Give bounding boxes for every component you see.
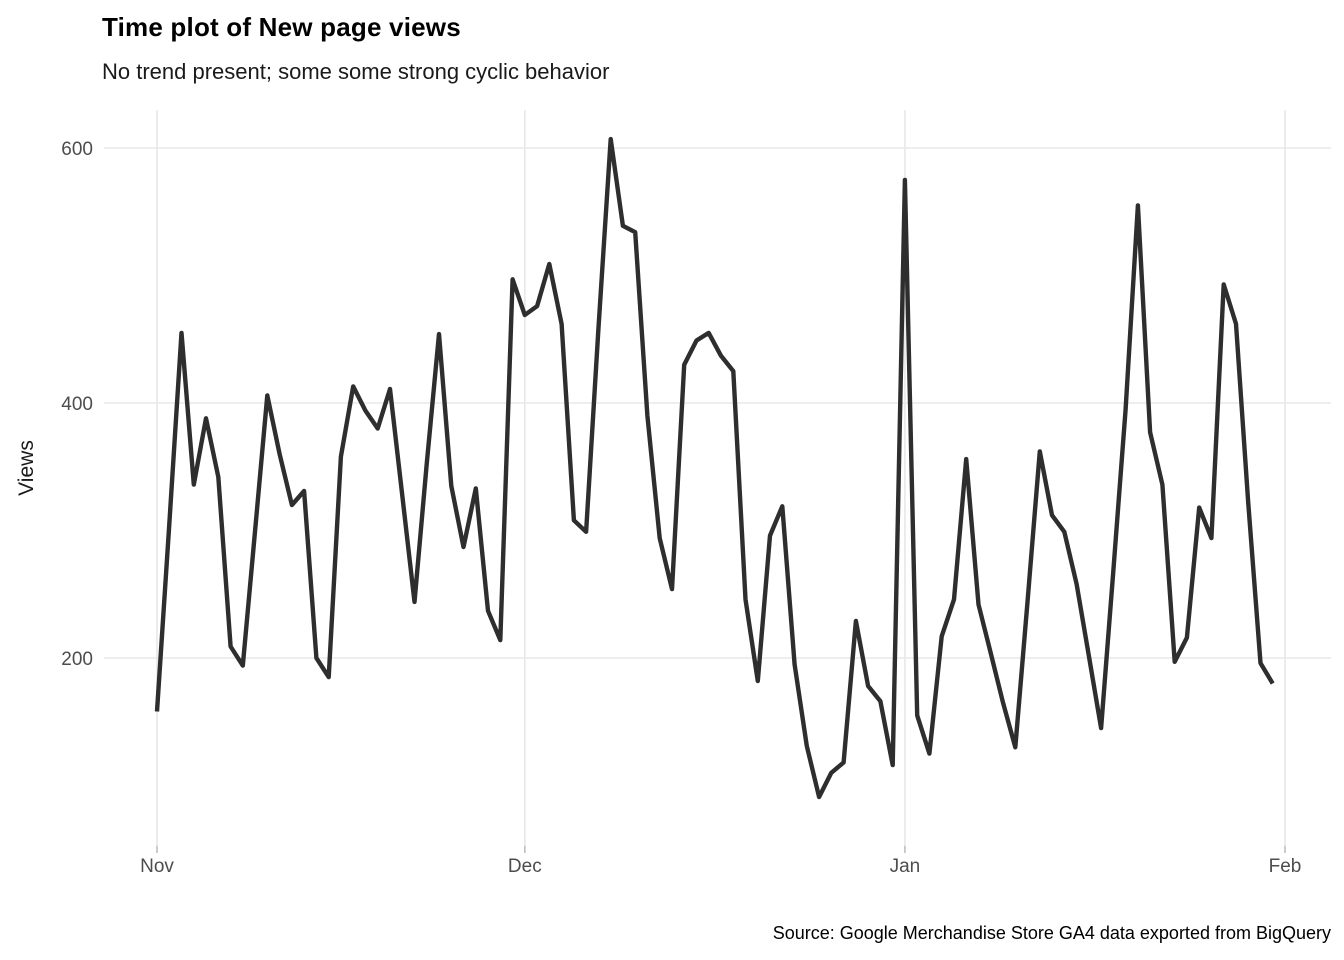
chart-subtitle: No trend present; some some strong cycli… (102, 59, 610, 84)
chart-title: Time plot of New page views (102, 12, 461, 42)
y-axis-title: Views (15, 440, 38, 496)
y-tick-label: 600 (61, 139, 93, 160)
x-tick-label: Dec (508, 856, 542, 877)
y-tick-label: 200 (61, 649, 93, 670)
x-tick-label: Feb (1269, 856, 1302, 877)
x-tick-label: Jan (890, 856, 921, 877)
source-caption: Source: Google Merchandise Store GA4 dat… (772, 923, 1331, 943)
x-tick-label: Nov (140, 856, 174, 877)
series-line (154, 136, 1275, 800)
y-tick-label: 400 (61, 394, 93, 415)
